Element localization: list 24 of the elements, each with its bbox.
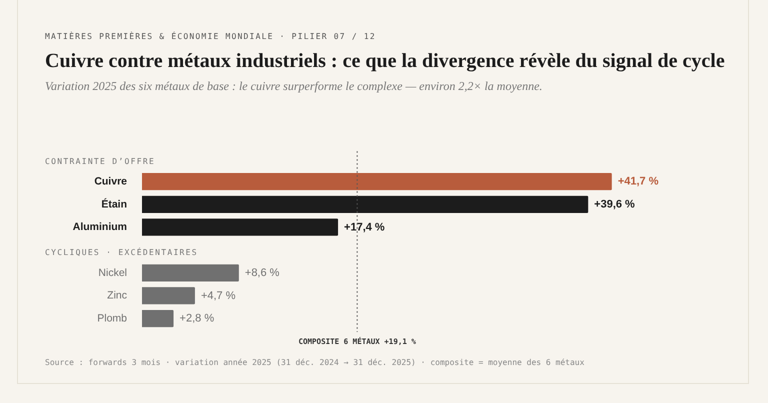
chart-subtitle: Variation 2025 des six métaux de base : le cuivre surperforme le complexe — environ 2,2× la moyenne. bbox=[45, 79, 542, 94]
text: CYCLIQUES · EXCÉDENTAIRES bbox=[45, 248, 197, 258]
y-tick-label: Cuivre bbox=[94, 175, 128, 188]
chart-title: Cuivre contre métaux industriels : ce que la divergence révèle du signal de cycle bbox=[45, 50, 725, 73]
bar bbox=[142, 264, 239, 282]
y-tick-label: Zinc bbox=[107, 290, 127, 302]
text: CONTRAINTE D’OFFRE bbox=[45, 156, 154, 166]
y-tick-label: Plomb bbox=[97, 312, 128, 324]
data-label: +17,4 % bbox=[344, 221, 385, 234]
y-tick-label: Nickel bbox=[98, 266, 127, 279]
data-label: +4,7 % bbox=[200, 290, 236, 302]
data-label: +39,6 % bbox=[594, 198, 636, 210]
source-note: Source : forwards 3 mois · variation année 2025 (31 déc. 2024 → 31 déc. 2025) · composite = moyenne des 6 métaux bbox=[45, 358, 584, 367]
y-tick-label: Aluminium bbox=[72, 221, 127, 234]
data-label: +41,7 % bbox=[618, 176, 659, 188]
bar bbox=[142, 172, 612, 190]
bar bbox=[142, 287, 195, 304]
bar bbox=[142, 196, 588, 213]
text: MATIÈRES PREMIÈRES & ÉCONOMIE MONDIALE · PILIER 07 / 12 bbox=[45, 32, 376, 41]
bar bbox=[142, 218, 338, 236]
data-label: +2,8 % bbox=[180, 312, 214, 325]
data-label: +8,6 % bbox=[244, 266, 280, 279]
y-tick-label: Étain bbox=[101, 197, 127, 210]
bar bbox=[142, 310, 174, 328]
